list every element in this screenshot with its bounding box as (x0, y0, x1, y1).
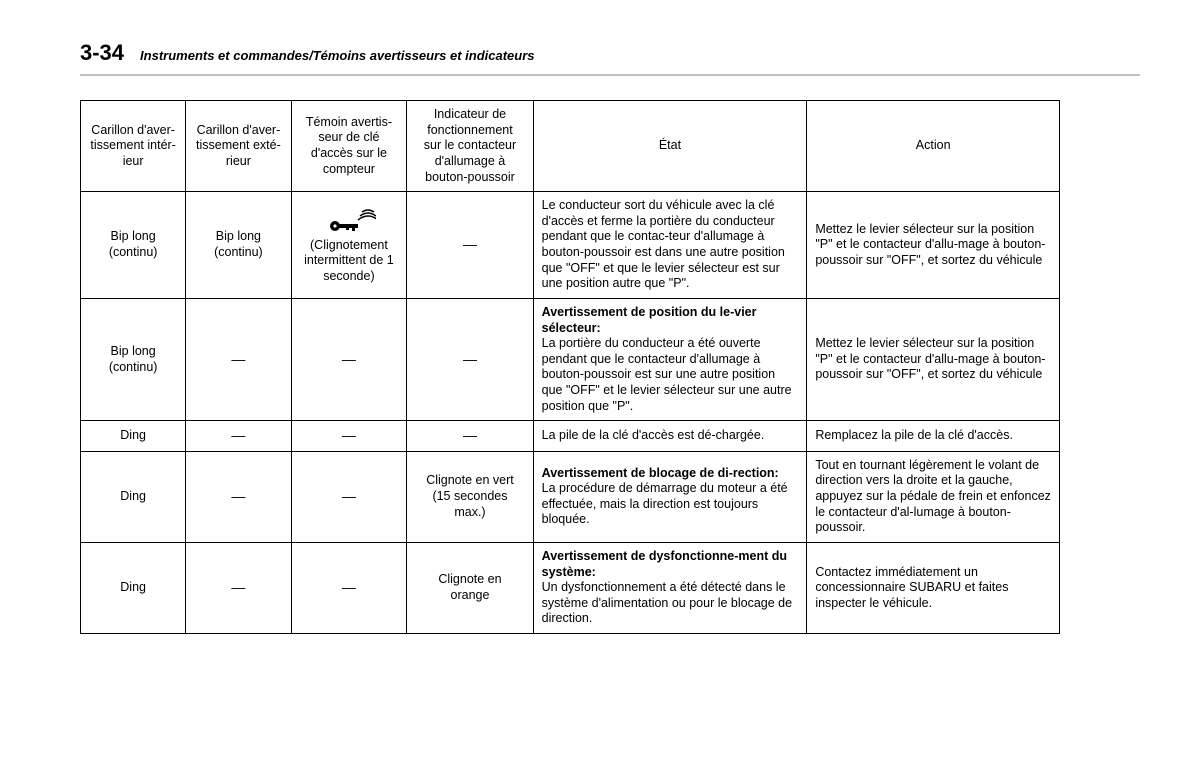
page-number: 3-34 (80, 40, 124, 66)
cell-etat: La pile de la clé d'accès est dé-chargée… (533, 421, 807, 452)
cell-c3-text: (Clignotementintermittent de 1seconde) (304, 238, 394, 283)
cell-action: Mettez le levier sélecteur sur la positi… (807, 192, 1060, 299)
etat-body: Un dysfonctionnement a été détecté dans … (542, 580, 792, 625)
cell-c2: — (186, 421, 291, 452)
cell-c1: Ding (81, 451, 186, 542)
cell-action: Remplacez la pile de la clé d'accès. (807, 421, 1060, 452)
table-row: Ding — — Clignote enorange Avertissement… (81, 542, 1060, 633)
cell-c4: Clignote enorange (407, 542, 533, 633)
header-rule (80, 74, 1140, 76)
cell-c4: — (407, 298, 533, 420)
table-row: Bip long(continu) Bip long(continu) (81, 192, 1060, 299)
cell-action: Contactez immédiatement un concessionnai… (807, 542, 1060, 633)
cell-c1: Ding (81, 421, 186, 452)
etat-title: Avertissement de position du le-vier sél… (542, 305, 757, 335)
col-header-c2: Carillon d'aver-tissement exté-rieur (186, 101, 291, 192)
col-header-c3: Témoin avertis-seur de cléd'accès sur le… (291, 101, 407, 192)
cell-action: Tout en tournant légèrement le volant de… (807, 451, 1060, 542)
table-row: Bip long(continu) — — — Avertissement de… (81, 298, 1060, 420)
key-signal-icon (322, 206, 376, 234)
cell-c2: Bip long(continu) (186, 192, 291, 299)
cell-c3: — (291, 298, 407, 420)
cell-etat: Avertissement de blocage de di-rection: … (533, 451, 807, 542)
col-header-c1: Carillon d'aver-tissement intér-ieur (81, 101, 186, 192)
table-header-row: Carillon d'aver-tissement intér-ieur Car… (81, 101, 1060, 192)
warning-table: Carillon d'aver-tissement intér-ieur Car… (80, 100, 1060, 634)
cell-etat: Avertissement de dysfonctionne-ment du s… (533, 542, 807, 633)
page: 3-34 Instruments et commandes/Témoins av… (0, 0, 1200, 763)
section-title: Instruments et commandes/Témoins avertis… (140, 48, 534, 63)
cell-c3: — (291, 421, 407, 452)
cell-c1: Ding (81, 542, 186, 633)
cell-c3: — (291, 542, 407, 633)
cell-c1: Bip long(continu) (81, 192, 186, 299)
page-header: 3-34 Instruments et commandes/Témoins av… (80, 40, 1140, 66)
cell-c4: Clignote en vert(15 secondesmax.) (407, 451, 533, 542)
etat-body: La procédure de démarrage du moteur a ét… (542, 481, 788, 526)
cell-etat: Avertissement de position du le-vier sél… (533, 298, 807, 420)
cell-action: Mettez le levier sélecteur sur la positi… (807, 298, 1060, 420)
cell-c4: — (407, 192, 533, 299)
cell-c3: (Clignotementintermittent de 1seconde) (291, 192, 407, 299)
cell-c1: Bip long(continu) (81, 298, 186, 420)
cell-c2: — (186, 298, 291, 420)
cell-c2: — (186, 451, 291, 542)
etat-body: La portière du conducteur a été ouverte … (542, 336, 792, 413)
etat-title: Avertissement de dysfonctionne-ment du s… (542, 549, 787, 579)
col-header-c4: Indicateur defonctionnementsur le contac… (407, 101, 533, 192)
etat-title: Avertissement de blocage de di-rection: (542, 466, 779, 480)
col-header-etat: État (533, 101, 807, 192)
cell-c3: — (291, 451, 407, 542)
cell-c2: — (186, 542, 291, 633)
table-row: Ding — — Clignote en vert(15 secondesmax… (81, 451, 1060, 542)
cell-c4: — (407, 421, 533, 452)
table-row: Ding — — — La pile de la clé d'accès est… (81, 421, 1060, 452)
cell-etat: Le conducteur sort du véhicule avec la c… (533, 192, 807, 299)
col-header-action: Action (807, 101, 1060, 192)
